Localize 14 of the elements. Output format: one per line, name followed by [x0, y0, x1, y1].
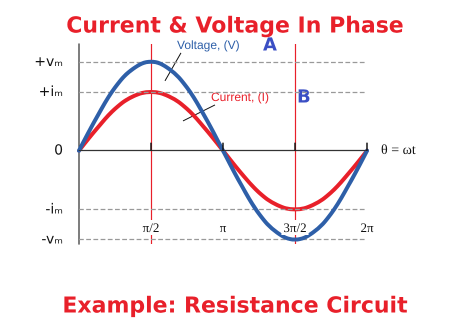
- series-label: Voltage, (V): [176, 38, 240, 52]
- ref-line-label: +vₘ: [34, 54, 63, 70]
- x-tick-label: 3π/2: [283, 220, 307, 235]
- ref-line-label: 0: [54, 142, 63, 159]
- annotation: B: [296, 86, 311, 108]
- text: Example: Resistance Circuit: [62, 294, 408, 318]
- ref-line-label: -iₘ: [45, 201, 63, 218]
- ref-line-label: -vₘ: [41, 232, 63, 248]
- x-tick-label: 2π: [360, 220, 374, 235]
- ref-line-label: +iₘ: [38, 84, 63, 100]
- series-label: Current, (I): [210, 90, 270, 104]
- x-axis-title: θ = ωt: [381, 143, 416, 158]
- x-tick-label: π/2: [142, 220, 160, 235]
- x-tick-label: π: [220, 220, 227, 235]
